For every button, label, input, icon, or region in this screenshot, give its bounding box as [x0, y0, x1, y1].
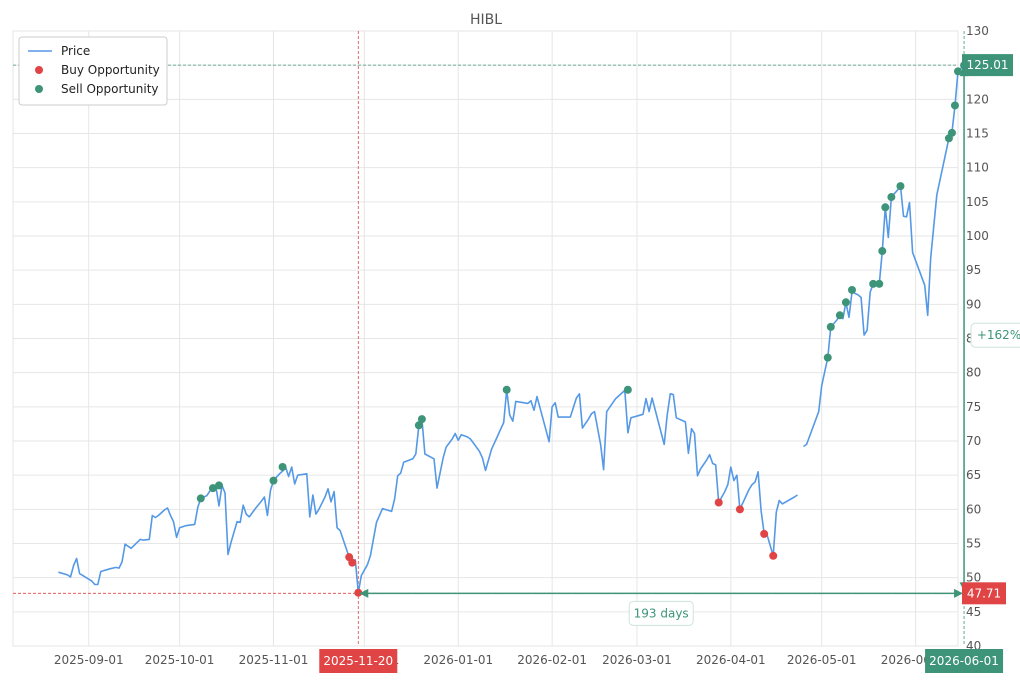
buy-opportunity-point [714, 498, 723, 507]
y-tick-label: 55 [966, 537, 981, 551]
price-line [58, 389, 798, 594]
x-tick-label: 2025-11-01 [239, 653, 309, 667]
duration-label: 193 days [634, 606, 689, 620]
y-tick-label: 120 [966, 92, 989, 106]
sell-opportunity-point [502, 385, 511, 394]
sell-opportunity-point [214, 481, 223, 490]
y-tick-label: 45 [966, 605, 981, 619]
duration-arrow-head-left [359, 588, 369, 598]
buy-opportunity-point [354, 588, 363, 597]
sell-price-badge-label: 125.01 [967, 58, 1009, 72]
y-tick-label: 130 [966, 24, 989, 38]
sell-opportunity-point [869, 279, 878, 288]
y-tick-label: 75 [966, 400, 981, 414]
x-tick-label: 2025-10-01 [145, 653, 215, 667]
sell-opportunity-point [841, 298, 850, 307]
x-tick-label: 2026-04-01 [696, 653, 766, 667]
sell-opportunity-point [826, 322, 835, 331]
sell-opportunity-point [947, 128, 956, 137]
legend-box [18, 36, 168, 106]
legend-sell-swatch [35, 85, 43, 93]
x-tick-label: 2026-03-01 [602, 653, 672, 667]
sell-opportunity-point [847, 285, 856, 294]
legend-price-label: Price [61, 44, 90, 58]
sell-opportunity-point [878, 247, 887, 256]
buy-opportunity-point [760, 529, 769, 538]
sell-opportunity-point [208, 484, 217, 493]
buy-date-badge-label: 2025-11-20 [323, 654, 393, 668]
buy-opportunity-point [735, 505, 744, 514]
y-tick-label: 90 [966, 297, 981, 311]
opportunity-markers [196, 61, 969, 597]
y-tick-label: 105 [966, 195, 989, 209]
duration-arrow-head-right [954, 588, 964, 598]
sell-opportunity-point [875, 279, 884, 288]
y-tick-label: 95 [966, 263, 981, 277]
price-series [58, 64, 965, 594]
y-tick-label: 110 [966, 161, 989, 175]
price-line [803, 64, 965, 448]
x-tick-label: 2026-01-01 [423, 653, 493, 667]
sell-opportunity-point [887, 193, 896, 202]
buy-opportunity-point [769, 551, 778, 560]
sell-opportunity-point [417, 415, 426, 424]
legend: Price Buy Opportunity Sell Opportunity [18, 36, 168, 106]
sell-date-badge-label: 2026-06-01 [929, 654, 999, 668]
y-tick-label: 60 [966, 502, 981, 516]
sell-opportunity-point [278, 462, 287, 471]
x-tick-label: 2025-09-01 [54, 653, 124, 667]
y-tick-label: 115 [966, 127, 989, 141]
sell-opportunity-point [835, 311, 844, 320]
buy-price-badge-label: 47.71 [967, 586, 1001, 600]
sell-opportunity-point [896, 182, 905, 191]
duration-label-box [628, 600, 694, 626]
buy-price-badge [962, 582, 1006, 605]
y-tick-label: 70 [966, 434, 981, 448]
sell-opportunity-point [954, 67, 962, 76]
chart-title: HIBL [470, 12, 502, 28]
x-tick-label: 2026-05-01 [787, 653, 857, 667]
buy-date-badge [319, 649, 398, 673]
sell-opportunity-point [269, 476, 278, 485]
sell-date-badge [925, 649, 1004, 673]
y-tick-label: 80 [966, 366, 981, 380]
legend-buy-label: Buy Opportunity [61, 63, 160, 77]
gain-label: +162% [977, 328, 1020, 342]
sell-opportunity-point [881, 203, 890, 212]
legend-sell-label: Sell Opportunity [61, 82, 159, 96]
x-tick-label: 2026-02-01 [517, 653, 587, 667]
annotations: 193 days +162% 125.01 47.71 2025-11-20 2026-0… [319, 54, 1020, 673]
sell-opportunity-point [623, 385, 632, 394]
sell-opportunity-point [950, 101, 959, 110]
gain-label-box [970, 322, 1020, 348]
y-tick-label: 100 [966, 229, 989, 243]
y-tick-label: 65 [966, 468, 981, 482]
buy-opportunity-point [348, 558, 357, 567]
sell-opportunity-point [414, 421, 423, 430]
legend-buy-swatch [35, 66, 43, 74]
sell-price-badge [962, 54, 1013, 77]
sell-opportunity-point [823, 353, 832, 362]
sell-opportunity-point [196, 494, 205, 503]
y-tick-label: 50 [966, 571, 981, 585]
